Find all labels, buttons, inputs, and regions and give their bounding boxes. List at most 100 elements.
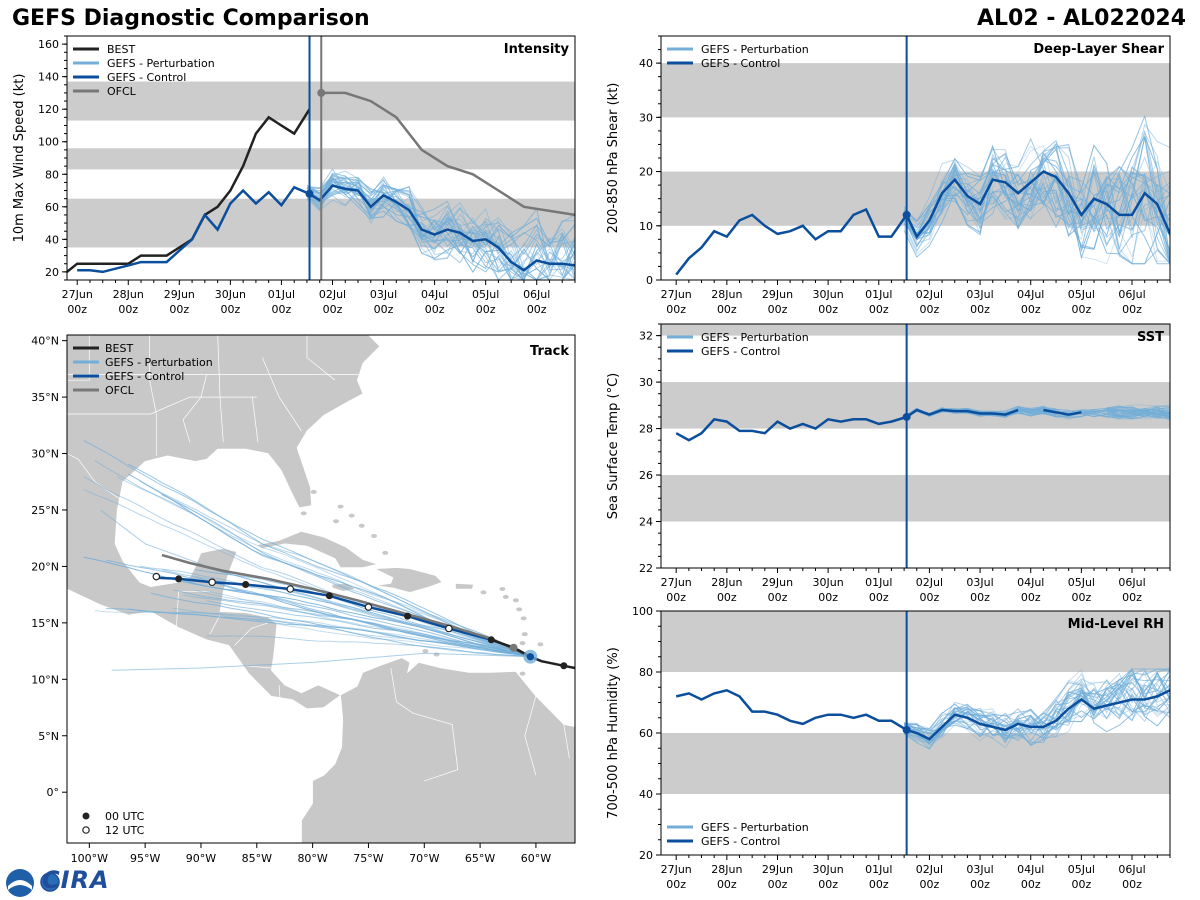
x-tick-label-date: 04Jul xyxy=(1017,863,1044,876)
y-tick-label: 26 xyxy=(639,469,653,482)
y-tick-label: 20 xyxy=(639,849,653,862)
perturbation-member-line xyxy=(903,145,1170,262)
shading-band xyxy=(661,475,1170,522)
x-tick-label-date: 30Jun xyxy=(813,863,844,876)
x-tick-label-hour: 00z xyxy=(666,591,686,604)
panel-track: 100°W 95°W 90°W 85°W 80°W 75°W 70°W 65°W 60°W 0° 5… xyxy=(31,334,576,865)
perturbation-member-line xyxy=(306,172,575,280)
x-tick-label-date: 01Jul xyxy=(865,863,892,876)
small-island xyxy=(519,641,526,646)
plot-area xyxy=(675,668,1170,750)
x-tick-label: 60°W xyxy=(521,852,551,865)
marker-12utc xyxy=(445,624,453,633)
x-tick-label-hour: 00z xyxy=(323,303,343,316)
cira-globe-icon xyxy=(40,872,60,892)
x-tick-label-hour: 00z xyxy=(970,591,990,604)
perturbation-member-line xyxy=(903,147,1170,265)
y-tick-label: 80 xyxy=(639,666,653,679)
political-border xyxy=(67,396,257,415)
x-tick-label-date: 05Jul xyxy=(472,288,499,301)
legend-label: 12 UTC xyxy=(105,824,145,837)
perturbation-track xyxy=(128,473,531,658)
island-cuba xyxy=(255,531,379,568)
x-tick-label: 90°W xyxy=(186,852,216,865)
y-tick-label: 25°N xyxy=(31,504,59,517)
panel-title: SST xyxy=(1137,330,1164,345)
x-tick-label-date: 01Jul xyxy=(865,288,892,301)
x-tick-label-date: 02Jul xyxy=(319,288,346,301)
perturbation-track xyxy=(173,577,531,658)
x-tick-label-date: 30Jun xyxy=(813,288,844,301)
perturbation-track xyxy=(206,600,531,658)
y-tick-label: 28 xyxy=(639,423,653,436)
x-tick-label-hour: 00z xyxy=(717,303,737,316)
x-tick-label-hour: 00z xyxy=(717,878,737,891)
y-tick-label: 22 xyxy=(639,562,653,575)
ofcl-track-line xyxy=(161,553,531,658)
small-island xyxy=(512,598,519,603)
y-axis-label: 200-850 hPa Shear (kt) xyxy=(606,83,621,234)
x-tick-label-hour: 00z xyxy=(425,303,445,316)
y-tick-label: 20 xyxy=(639,166,653,179)
panel-rh: 20 40 60 80 100 27Jun 00z 28Jun 00z 29Jun 00z 30Jun… xyxy=(606,605,1171,891)
x-tick-label-date: 06Jul xyxy=(1118,288,1145,301)
marker-00utc xyxy=(560,662,568,670)
political-border xyxy=(209,614,221,635)
x-tick-label-date: 06Jul xyxy=(1118,863,1145,876)
control-forecast-line xyxy=(675,170,1170,276)
x-tick-label-date: 05Jul xyxy=(1068,288,1095,301)
x-tick-label-hour: 00z xyxy=(920,591,940,604)
y-tick-label: 160 xyxy=(38,38,59,51)
political-border xyxy=(262,357,302,432)
x-tick-label-date: 27Jun xyxy=(661,863,692,876)
y-tick-label: 24 xyxy=(639,516,653,529)
x-tick-label-hour: 00z xyxy=(869,878,889,891)
perturbation-member-line xyxy=(903,164,1170,247)
shading-band xyxy=(661,733,1170,794)
y-tick-label: 10 xyxy=(639,220,653,233)
x-tick-label-hour: 00z xyxy=(920,878,940,891)
control-initial-marker xyxy=(526,653,534,661)
y-tick-label: 20°N xyxy=(31,560,59,573)
y-tick-label: 20 xyxy=(45,266,59,279)
shading-band xyxy=(661,63,1170,118)
x-tick-label-date: 03Jul xyxy=(966,576,993,589)
x-tick-label: 100°W xyxy=(71,852,108,865)
plot-area xyxy=(675,114,1170,276)
x-tick-label-date: 05Jul xyxy=(1068,863,1095,876)
political-border xyxy=(176,590,210,628)
x-tick-label-date: 29Jun xyxy=(762,576,793,589)
perturbation-member-line xyxy=(306,173,575,280)
x-tick-label-hour: 00z xyxy=(717,591,737,604)
y-tick-label: 40 xyxy=(639,788,653,801)
y-tick-label: 0 xyxy=(646,274,653,287)
small-island xyxy=(521,632,528,637)
legend-label: OFCL xyxy=(107,85,137,98)
x-tick-label-date: 28Jun xyxy=(711,576,742,589)
control-forecast-line xyxy=(675,408,1019,442)
perturbation-member-line xyxy=(903,145,1170,265)
y-tick-label: 30 xyxy=(639,376,653,389)
y-tick-label: 30°N xyxy=(31,448,59,461)
ofcl-forecast-line xyxy=(321,91,575,217)
x-tick-label-date: 01Jul xyxy=(268,288,295,301)
x-tick-label-date: 04Jul xyxy=(421,288,448,301)
small-island xyxy=(537,642,544,647)
shading-band xyxy=(661,611,1170,672)
x-tick-label-date: 29Jun xyxy=(762,288,793,301)
map-area xyxy=(67,335,575,843)
x-tick-label-date: 27Jun xyxy=(661,576,692,589)
small-island xyxy=(422,649,429,654)
panel-sst: 22 24 26 28 30 32 27Jun 00z 28Jun 00z 29Jun 00z 30Ju… xyxy=(606,323,1171,604)
y-tick-label: 35°N xyxy=(31,391,59,404)
small-island xyxy=(337,504,344,509)
perturbation-track xyxy=(83,488,531,658)
small-island xyxy=(519,671,526,676)
small-island xyxy=(433,652,440,657)
x-tick-label: 85°W xyxy=(242,852,272,865)
ofcl-marker xyxy=(509,643,518,652)
y-axis-label: 700-500 hPa Humidity (%) xyxy=(606,647,621,819)
panel-title: Intensity xyxy=(504,42,570,57)
small-island xyxy=(348,513,355,518)
perturbation-track xyxy=(195,589,531,658)
